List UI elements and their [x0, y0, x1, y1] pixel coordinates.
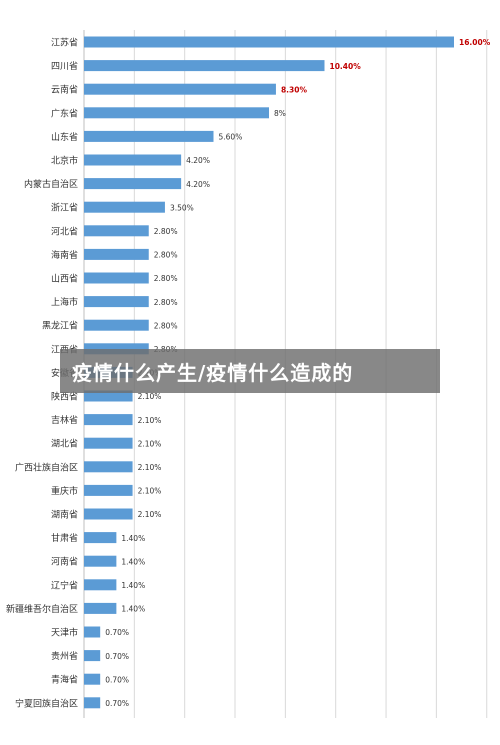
value-label: 8.30%	[281, 85, 308, 94]
bar	[84, 626, 101, 638]
bar	[84, 461, 133, 473]
bar	[84, 319, 149, 331]
category-label: 江苏省	[51, 37, 78, 49]
value-label: 3.50%	[170, 203, 194, 212]
value-label: 1.40%	[121, 581, 145, 590]
value-label: 2.10%	[138, 463, 162, 472]
category-label: 海南省	[51, 249, 78, 261]
bar	[84, 201, 165, 213]
bar	[84, 154, 182, 166]
bar	[84, 602, 117, 614]
bar	[84, 272, 149, 284]
bar	[84, 697, 101, 709]
bar	[84, 107, 269, 119]
category-label: 山西省	[51, 273, 78, 285]
category-label: 新疆维吾尔自治区	[6, 603, 78, 615]
category-label: 北京市	[51, 155, 78, 167]
bar	[84, 296, 149, 308]
value-label: 2.80%	[154, 298, 178, 307]
value-label: 2.80%	[154, 321, 178, 330]
bar	[84, 60, 325, 72]
bar	[84, 579, 117, 591]
bar	[84, 508, 133, 520]
value-label: 10.40%	[330, 62, 362, 71]
category-label: 湖南省	[51, 509, 78, 521]
value-label: 2.80%	[154, 227, 178, 236]
category-label: 黑龙江省	[42, 320, 78, 332]
value-label: 8%	[274, 109, 286, 118]
bar	[84, 130, 214, 142]
category-label: 甘肃省	[51, 532, 78, 544]
bar	[84, 36, 454, 48]
title-overlay-banner: 疫情什么产生/疫情什么造成的	[60, 349, 440, 393]
value-label: 0.70%	[105, 699, 129, 708]
value-label: 4.20%	[186, 156, 210, 165]
value-label: 2.10%	[138, 392, 162, 401]
bar	[84, 225, 149, 237]
category-label: 上海市	[51, 296, 78, 308]
value-label: 0.70%	[105, 675, 129, 684]
category-label: 浙江省	[51, 202, 78, 214]
category-label: 宁夏回族自治区	[15, 697, 78, 709]
category-label: 天津市	[51, 627, 78, 639]
value-label: 1.40%	[121, 605, 145, 614]
value-label: 2.10%	[138, 416, 162, 425]
category-label: 贵州省	[51, 650, 78, 662]
bar	[84, 673, 101, 685]
value-label: 2.10%	[138, 510, 162, 519]
bar	[84, 650, 101, 662]
category-label: 广西壮族自治区	[15, 461, 78, 473]
bar	[84, 484, 133, 496]
category-label: 四川省	[51, 60, 78, 72]
category-labels: 江苏省四川省云南省广东省山东省北京市内蒙古自治区浙江省河北省海南省山西省上海市黑…	[6, 37, 78, 710]
category-label: 吉林省	[51, 414, 78, 426]
category-label: 辽宁省	[51, 579, 78, 591]
category-label: 河南省	[51, 556, 78, 568]
category-label: 青海省	[51, 674, 78, 686]
value-label: 16.00%	[459, 38, 491, 47]
value-label: 2.80%	[154, 274, 178, 283]
bars	[84, 36, 454, 709]
bar	[84, 437, 133, 449]
bar	[84, 532, 117, 544]
value-label: 1.40%	[121, 534, 145, 543]
bar	[84, 555, 117, 567]
bar	[84, 83, 276, 95]
value-label: 0.70%	[105, 628, 129, 637]
category-label: 广东省	[51, 107, 78, 119]
category-label: 陕西省	[51, 391, 78, 403]
value-label: 1.40%	[121, 557, 145, 566]
bar	[84, 414, 133, 426]
value-label: 2.10%	[138, 487, 162, 496]
category-label: 重庆市	[51, 485, 78, 497]
value-label: 4.20%	[186, 180, 210, 189]
value-label: 2.10%	[138, 439, 162, 448]
value-label: 5.60%	[219, 133, 243, 142]
bar	[84, 178, 182, 190]
overlay-title: 疫情什么产生/疫情什么造成的	[72, 361, 354, 385]
category-label: 河北省	[51, 225, 78, 237]
category-label: 云南省	[51, 84, 78, 96]
bar	[84, 343, 149, 355]
category-label: 湖北省	[51, 438, 78, 450]
bar	[84, 248, 149, 260]
value-label: 0.70%	[105, 652, 129, 661]
bar	[84, 390, 133, 402]
category-label: 内蒙古自治区	[24, 178, 78, 190]
category-label: 山东省	[51, 131, 78, 143]
value-label: 2.80%	[154, 251, 178, 260]
